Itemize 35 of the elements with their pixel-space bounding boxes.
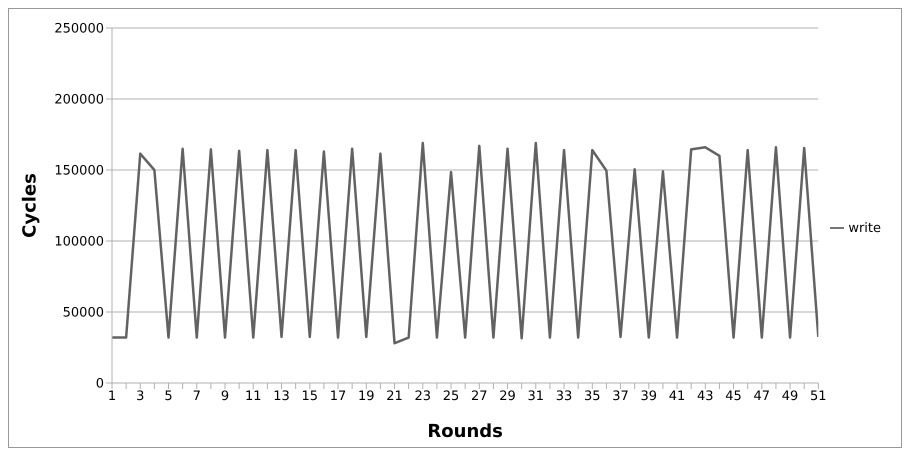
x-tick-label: 3 (136, 389, 144, 404)
x-tick-label: 29 (499, 389, 516, 404)
x-tick-label: 39 (640, 389, 658, 404)
x-tick-label: 7 (192, 389, 201, 404)
x-tick-label: 25 (442, 389, 460, 404)
y-tick-label: 250000 (54, 22, 104, 37)
y-axis-title: Cycles (19, 173, 40, 238)
x-tick-label: 11 (244, 389, 262, 404)
x-tick-label: 21 (386, 389, 403, 404)
x-axis-title: Rounds (427, 421, 503, 442)
x-tick-label: 51 (810, 389, 827, 404)
legend-label: write (848, 220, 881, 236)
y-tick-label: 150000 (54, 164, 104, 179)
x-tick-label: 43 (697, 389, 714, 404)
x-tick-label: 33 (556, 389, 572, 404)
x-tick-label: 27 (471, 389, 488, 404)
x-tick-label: 41 (668, 389, 686, 404)
x-tick-label: 1 (108, 389, 116, 404)
x-tick-label: 37 (612, 389, 629, 404)
x-tick-label: 31 (528, 389, 544, 404)
x-tick-label: 9 (220, 389, 230, 404)
x-tick-label: 13 (273, 389, 290, 404)
x-tick-label: 15 (301, 389, 318, 404)
x-tick-label: 35 (584, 389, 601, 404)
x-tick-label: 17 (330, 389, 346, 404)
y-tick-label: 50000 (62, 306, 104, 321)
x-tick-label: 5 (164, 389, 173, 404)
y-tick-label: 0 (96, 376, 104, 392)
x-tick-label: 49 (782, 389, 798, 404)
x-tick-label: 19 (358, 389, 375, 404)
x-tick-label: 45 (725, 389, 742, 404)
x-tick-label: 23 (414, 389, 432, 404)
y-tick-label: 200000 (54, 92, 104, 108)
x-tick-label: 47 (754, 389, 770, 404)
y-tick-label: 100000 (54, 234, 104, 250)
